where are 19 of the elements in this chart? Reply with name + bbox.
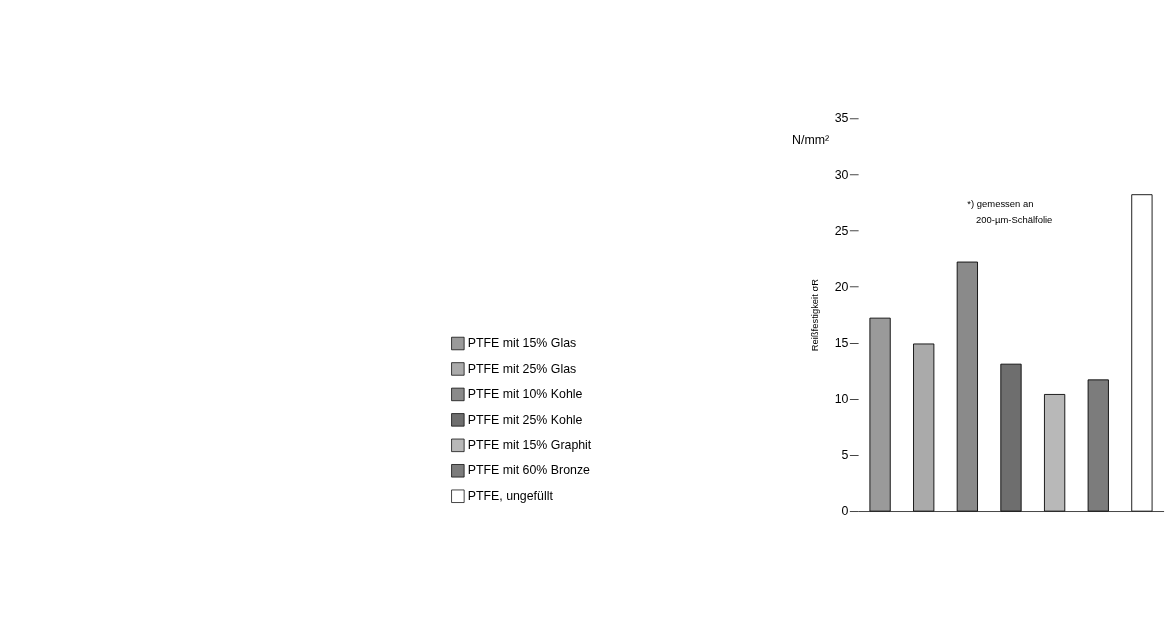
- legend-label: PTFE mit 60% Bronze: [467, 463, 591, 478]
- legend-label: PTFE mit 25% Kohle: [467, 412, 583, 427]
- y-tick-label: 0: [841, 504, 849, 519]
- y-tick-label: 10: [834, 391, 849, 406]
- text: N/mm²: [792, 132, 830, 147]
- legend-label: PTFE mit 10% Kohle: [467, 387, 583, 402]
- legend-label: PTFE mit 15% Graphit: [467, 437, 592, 452]
- y-tick-label: 20: [834, 279, 849, 294]
- y-tick-label: 30: [834, 167, 849, 182]
- legend-label: PTFE mit 15% Glas: [467, 336, 577, 351]
- annotation: *) gemessen an: [967, 198, 1034, 210]
- legend-label: PTFE, ungefüllt: [467, 488, 554, 503]
- y-tick-label: 15: [834, 335, 849, 350]
- y-tick-label: 25: [834, 223, 849, 238]
- legend-label: PTFE mit 25% Glas: [467, 361, 577, 376]
- y-tick-label: 5: [841, 448, 849, 463]
- y-axis-title: Reißfestigkeit σR: [808, 278, 820, 352]
- annotation: 200-µm-Schälfolie: [976, 214, 1053, 226]
- y-tick-label: 35: [834, 111, 849, 126]
